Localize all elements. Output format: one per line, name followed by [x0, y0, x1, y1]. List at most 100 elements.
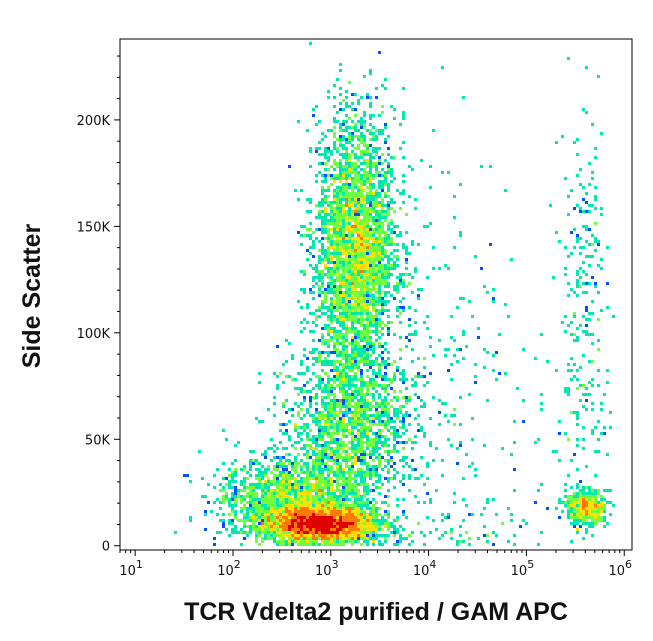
density-cell [381, 306, 384, 309]
density-cell [303, 531, 306, 534]
density-cell [603, 507, 606, 510]
density-cell [324, 528, 327, 531]
density-cell [342, 171, 345, 174]
density-cell [372, 297, 375, 300]
density-cell [381, 441, 384, 444]
density-cell [309, 42, 312, 45]
density-cell [348, 231, 351, 234]
density-cell [558, 498, 561, 501]
density-cell [540, 483, 543, 486]
density-cell [312, 525, 315, 528]
density-cell [357, 501, 360, 504]
density-cell [360, 402, 363, 405]
density-cell [354, 360, 357, 363]
density-cell [357, 513, 360, 516]
density-cell [333, 318, 336, 321]
density-cell [600, 516, 603, 519]
density-cell [348, 204, 351, 207]
density-cell [387, 147, 390, 150]
density-cell [339, 381, 342, 384]
density-cell [354, 477, 357, 480]
density-cell [381, 522, 384, 525]
density-cell [255, 510, 258, 513]
density-cell [369, 450, 372, 453]
density-cell [429, 441, 432, 444]
density-cell [357, 321, 360, 324]
density-cell [375, 408, 378, 411]
density-cell [309, 507, 312, 510]
density-cell [342, 207, 345, 210]
density-cell [336, 522, 339, 525]
density-cell [336, 411, 339, 414]
density-cell [306, 498, 309, 501]
density-cell [321, 453, 324, 456]
density-cell [306, 477, 309, 480]
density-cell [357, 216, 360, 219]
density-cell [387, 444, 390, 447]
density-cell [357, 159, 360, 162]
density-cell [267, 480, 270, 483]
density-cell [282, 501, 285, 504]
density-cell [369, 174, 372, 177]
density-cell [336, 267, 339, 270]
density-cell [273, 540, 276, 543]
density-cell [327, 519, 330, 522]
density-cell [489, 243, 492, 246]
density-cell [360, 189, 363, 192]
density-cell [348, 483, 351, 486]
density-cell [414, 477, 417, 480]
density-cell [357, 303, 360, 306]
density-cell [255, 528, 258, 531]
density-cell [333, 294, 336, 297]
density-cell [309, 312, 312, 315]
density-cell [333, 159, 336, 162]
density-cell [324, 417, 327, 420]
y-tick-label: 200K [77, 114, 111, 129]
density-cell [285, 477, 288, 480]
density-cell [369, 291, 372, 294]
density-cell [279, 501, 282, 504]
density-cell [342, 384, 345, 387]
density-cell [570, 504, 573, 507]
density-cell [384, 405, 387, 408]
density-cell [300, 537, 303, 540]
density-cell [366, 543, 369, 546]
density-cell [333, 303, 336, 306]
density-cell [330, 174, 333, 177]
density-cell [474, 468, 477, 471]
density-cell [288, 435, 291, 438]
density-cell [372, 219, 375, 222]
density-cell [579, 480, 582, 483]
density-cell [348, 369, 351, 372]
density-cell [582, 504, 585, 507]
density-cell [234, 528, 237, 531]
density-cell [375, 522, 378, 525]
density-cell [231, 486, 234, 489]
density-cell [333, 402, 336, 405]
density-cell [378, 363, 381, 366]
density-cell [372, 147, 375, 150]
density-cell [435, 528, 438, 531]
density-cell [402, 447, 405, 450]
density-cell [267, 501, 270, 504]
density-cell [309, 495, 312, 498]
density-cell [363, 522, 366, 525]
density-cell [315, 315, 318, 318]
density-cell [336, 462, 339, 465]
density-cell [588, 510, 591, 513]
density-cell [321, 426, 324, 429]
density-cell [567, 324, 570, 327]
density-cell [330, 318, 333, 321]
density-cell [375, 534, 378, 537]
density-cell [378, 366, 381, 369]
density-cell [321, 291, 324, 294]
density-cell [579, 498, 582, 501]
density-cell [360, 357, 363, 360]
density-cell [309, 471, 312, 474]
density-cell [315, 267, 318, 270]
density-cell [360, 450, 363, 453]
density-cell [324, 537, 327, 540]
density-cell [360, 390, 363, 393]
density-cell [372, 372, 375, 375]
density-cell [582, 405, 585, 408]
